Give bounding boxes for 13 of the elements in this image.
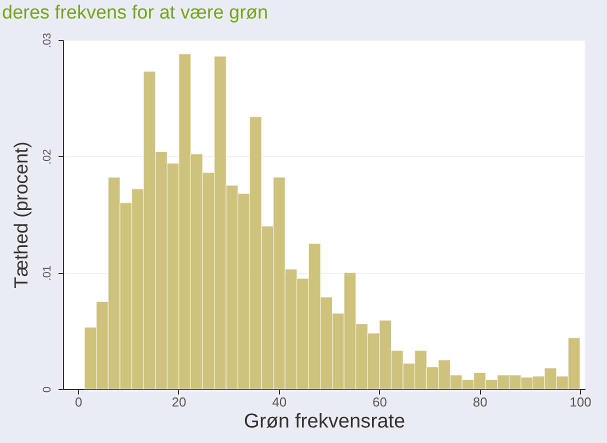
x-tick-label: 20	[172, 394, 186, 410]
y-tick-label: .02	[42, 149, 54, 164]
y-tick-label: .01	[42, 266, 54, 281]
y-tick-label: 0	[42, 386, 54, 393]
x-tick-label: 40	[272, 394, 287, 410]
x-axis-title: Grøn frekvensrate	[244, 410, 406, 432]
chart-title: deres frekvens for at være grøn	[2, 2, 268, 24]
x-tick-label: 80	[472, 394, 488, 410]
x-tick-label: 0	[74, 394, 82, 410]
y-tick-label: .03	[42, 32, 54, 48]
x-tick-label: 100	[570, 394, 592, 410]
y-axis-title: Tæthed (procent)	[12, 142, 32, 288]
x-tick-label: 60	[372, 394, 387, 410]
